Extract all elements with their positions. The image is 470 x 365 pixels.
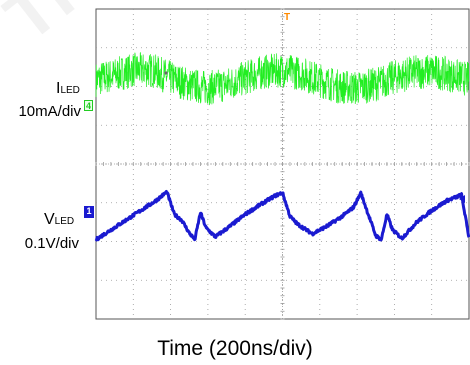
ch1-vled-trace	[94, 189, 470, 242]
cursor-dot	[164, 71, 168, 75]
ch1-scale: 0.1V/div	[24, 235, 79, 252]
trigger-marker-icon: T	[283, 12, 291, 23]
ch1-marker-icon: 1	[84, 206, 94, 218]
ch4-marker-icon: 4	[84, 100, 93, 111]
ch4-iled-trace	[95, 51, 470, 106]
x-axis-title: Time (200ns/div)	[157, 337, 313, 360]
ch1-label: VLED	[44, 211, 75, 228]
ch1-offset-arrow-icon	[459, 195, 465, 203]
ch4-scale: 10mA/div	[18, 103, 81, 120]
ch4-label: ILED	[56, 80, 80, 97]
